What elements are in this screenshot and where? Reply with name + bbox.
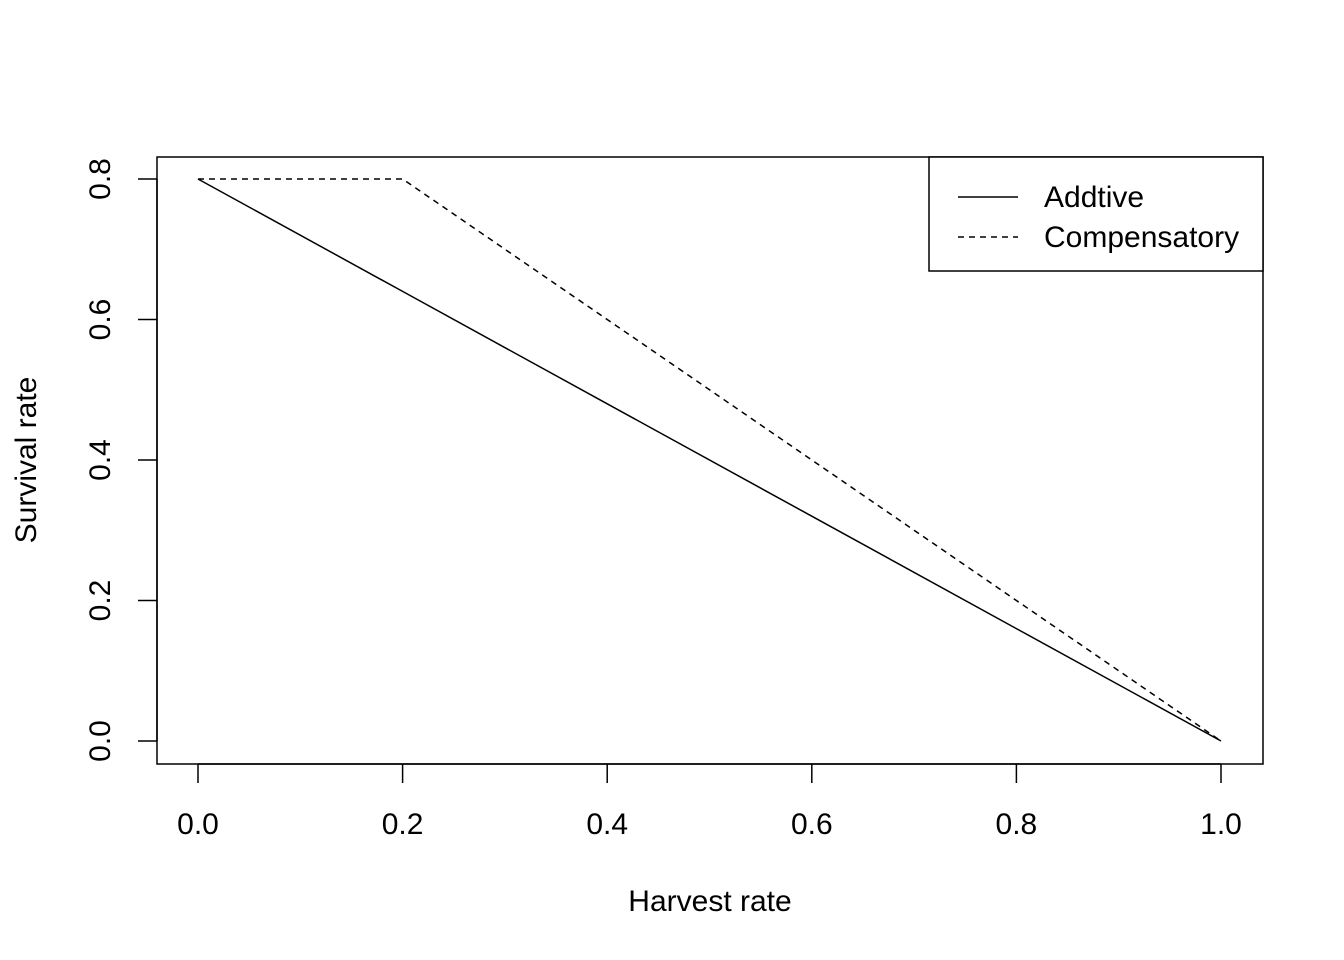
series-line-compensatory (198, 178, 1222, 742)
x-tick-label: 0.2 (382, 808, 424, 841)
x-axis-title: Harvest rate (628, 885, 791, 918)
legend-label-compensatory: Compensatory (1044, 221, 1239, 254)
x-tick-label: 1.0 (1200, 808, 1242, 841)
y-tick-label: 0.4 (84, 439, 117, 481)
legend-box (928, 156, 1264, 272)
legend-label-addtive: Addtive (1044, 181, 1144, 214)
y-tick-label: 0.8 (84, 158, 117, 200)
y-tick-label: 0.6 (84, 299, 117, 341)
y-tick-label: 0.0 (84, 720, 117, 762)
x-axis: 0.0 0.2 0.4 0.6 0.8 1.0 (177, 763, 1242, 841)
x-tick-label: 0.0 (177, 808, 219, 841)
y-axis-title: Survival rate (10, 377, 43, 544)
plot-lines (197, 178, 1222, 742)
legend: Addtive Compensatory (928, 156, 1264, 272)
y-axis: 0.0 0.2 0.4 0.6 0.8 (84, 158, 158, 762)
x-tick-label: 0.4 (586, 808, 628, 841)
series-line-addtive (197, 178, 1222, 742)
x-tick-label: 0.6 (791, 808, 833, 841)
y-tick-label: 0.2 (84, 580, 117, 622)
x-tick-label: 0.8 (996, 808, 1038, 841)
